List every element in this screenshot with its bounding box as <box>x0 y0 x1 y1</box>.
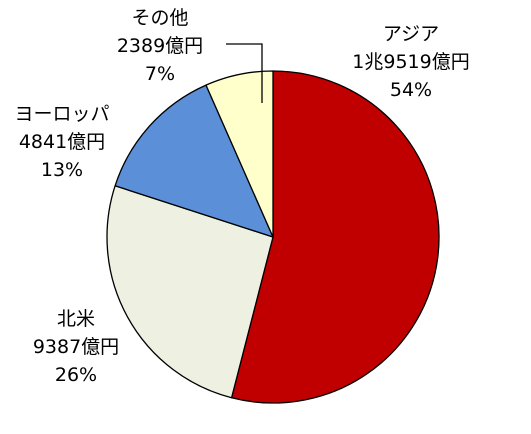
slice-label-europe: ヨーロッパ 4841億円 13% <box>2 100 122 184</box>
slice-europe <box>114 84 274 238</box>
leader-line-other <box>226 43 263 103</box>
slice-percent-north-america: 26% <box>54 364 98 386</box>
slice-other <box>205 70 274 238</box>
slice-percent-europe: 13% <box>40 159 84 181</box>
slice-amount-other: 2389億円 <box>116 35 204 57</box>
slice-amount-north-america: 9387億円 <box>32 336 120 358</box>
slice-asia <box>230 70 440 404</box>
slice-amount-asia: 1兆9519億円 <box>352 51 470 73</box>
slice-label-asia: アジア 1兆9519億円 54% <box>336 20 486 104</box>
slice-name-europe: ヨーロッパ <box>14 103 110 125</box>
slice-name-other: その他 <box>131 7 189 29</box>
slice-label-other: その他 2389億円 7% <box>100 4 220 88</box>
slice-amount-europe: 4841億円 <box>18 131 106 153</box>
slice-percent-asia: 54% <box>389 79 433 101</box>
slice-label-north-america: 北米 9387億円 26% <box>16 305 136 389</box>
slice-percent-other: 7% <box>144 63 176 85</box>
slice-name-north-america: 北米 <box>56 308 95 330</box>
slice-north-america <box>106 185 274 399</box>
slice-name-asia: アジア <box>382 23 440 45</box>
